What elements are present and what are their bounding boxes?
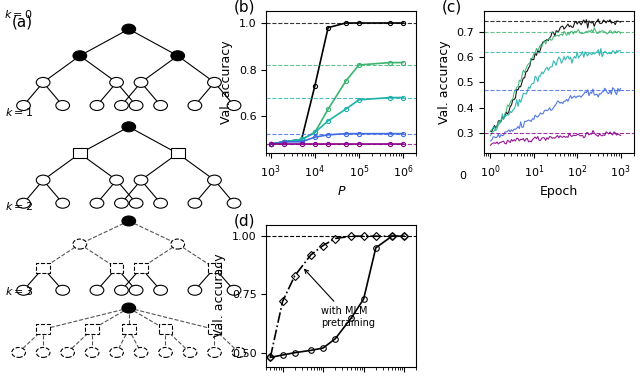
X-axis label: $P$: $P$: [337, 185, 346, 198]
Circle shape: [188, 101, 202, 110]
Circle shape: [154, 198, 168, 208]
Circle shape: [188, 285, 202, 295]
Circle shape: [159, 347, 172, 358]
Circle shape: [134, 347, 148, 358]
Circle shape: [56, 285, 70, 295]
Circle shape: [17, 285, 30, 295]
Bar: [159, 324, 172, 334]
Circle shape: [207, 175, 221, 185]
Text: (d): (d): [234, 213, 255, 228]
Circle shape: [129, 285, 143, 295]
Circle shape: [171, 51, 184, 61]
Circle shape: [73, 51, 86, 61]
Y-axis label: Val. accuracy: Val. accuracy: [213, 254, 227, 338]
Circle shape: [17, 198, 30, 208]
Circle shape: [73, 239, 86, 249]
Text: (c): (c): [442, 0, 462, 15]
Circle shape: [61, 347, 74, 358]
Text: with MLM
pretraining: with MLM pretraining: [305, 270, 375, 328]
Circle shape: [227, 285, 241, 295]
Bar: [134, 263, 148, 273]
Circle shape: [90, 101, 104, 110]
Bar: [36, 324, 50, 334]
Bar: [73, 149, 86, 158]
Circle shape: [109, 175, 124, 185]
Circle shape: [36, 347, 50, 358]
Circle shape: [122, 24, 136, 34]
Text: (b): (b): [234, 0, 255, 15]
Circle shape: [129, 101, 143, 110]
Circle shape: [12, 347, 26, 358]
Circle shape: [129, 198, 143, 208]
Circle shape: [134, 77, 148, 87]
Circle shape: [154, 101, 168, 110]
Circle shape: [115, 101, 128, 110]
Circle shape: [227, 198, 241, 208]
Circle shape: [122, 216, 136, 226]
Text: $k=0$: $k=0$: [4, 8, 33, 20]
Circle shape: [109, 77, 124, 87]
Circle shape: [56, 101, 70, 110]
Circle shape: [188, 198, 202, 208]
X-axis label: Epoch: Epoch: [540, 185, 578, 198]
Circle shape: [171, 239, 184, 249]
Bar: [207, 324, 221, 334]
Circle shape: [17, 101, 30, 110]
Circle shape: [90, 285, 104, 295]
Circle shape: [109, 347, 124, 358]
Circle shape: [183, 347, 197, 358]
Circle shape: [56, 198, 70, 208]
Bar: [122, 324, 136, 334]
Circle shape: [85, 347, 99, 358]
Circle shape: [36, 175, 50, 185]
Circle shape: [36, 77, 50, 87]
Bar: [171, 149, 184, 158]
Circle shape: [134, 175, 148, 185]
Circle shape: [207, 77, 221, 87]
Text: $k=3$: $k=3$: [4, 285, 33, 297]
Text: $k=1$: $k=1$: [4, 106, 33, 118]
Circle shape: [115, 198, 128, 208]
Text: (a): (a): [12, 15, 33, 30]
Text: $k=2$: $k=2$: [4, 200, 33, 212]
Circle shape: [227, 101, 241, 110]
Y-axis label: Val. accuracy: Val. accuracy: [438, 40, 451, 124]
Text: 0: 0: [460, 170, 467, 181]
Bar: [109, 263, 124, 273]
Circle shape: [207, 347, 221, 358]
Circle shape: [90, 198, 104, 208]
Bar: [85, 324, 99, 334]
Y-axis label: Val. accuracy: Val. accuracy: [220, 40, 234, 124]
Circle shape: [154, 285, 168, 295]
Circle shape: [122, 303, 136, 313]
Circle shape: [115, 285, 128, 295]
Circle shape: [122, 122, 136, 132]
Bar: [207, 263, 221, 273]
Circle shape: [232, 347, 246, 358]
Bar: [36, 263, 50, 273]
